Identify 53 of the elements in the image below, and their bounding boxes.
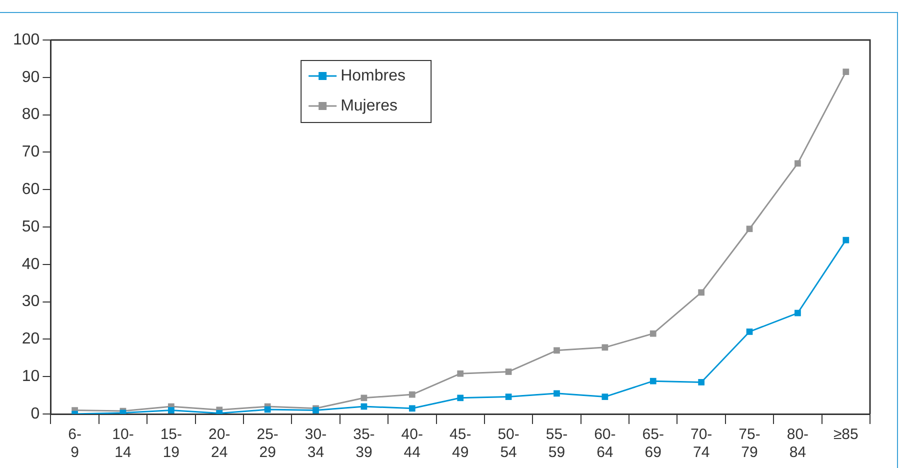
point (264, 406, 271, 413)
point (505, 368, 512, 375)
point (408, 391, 416, 398)
x-tick-label: 65-69 (642, 426, 664, 462)
x-tick-label: ≥85 (833, 426, 858, 444)
x-tick-label: 75-79 (738, 426, 760, 462)
point (360, 394, 368, 402)
point (168, 407, 174, 414)
point (698, 289, 704, 296)
point (505, 394, 512, 400)
point (408, 405, 416, 412)
point (746, 328, 753, 335)
x-tick-label: 15-19 (160, 426, 182, 462)
point (842, 236, 850, 244)
x-tick-label: 20-24 (208, 426, 230, 462)
point (554, 347, 560, 354)
y-tick-label: 80 (22, 106, 40, 124)
y-tick-label: 30 (22, 293, 40, 310)
x-tick-label: 55-59 (546, 426, 568, 462)
point (457, 394, 464, 402)
point (602, 344, 608, 351)
y-tick-label: 40 (22, 256, 40, 273)
y-tick-label: 0 (30, 405, 40, 422)
x-tick-label: 30-34 (304, 426, 327, 462)
x-tick-label: 35-39 (353, 426, 375, 462)
x-tick-label: 50-54 (498, 426, 520, 462)
point (698, 379, 704, 386)
point (794, 310, 801, 316)
y-tick-label: 90 (22, 68, 40, 86)
y-tick-label: 20 (22, 330, 40, 348)
point (602, 394, 608, 400)
y-tick-label: 70 (22, 144, 40, 161)
x-tick-label: 80-84 (786, 426, 809, 462)
y-tick-label: 60 (22, 181, 40, 198)
x-tick-label: 25-29 (256, 426, 278, 462)
point (746, 226, 753, 232)
y-tick-label: 10 (22, 368, 40, 386)
legend-label: Mujeres (340, 97, 398, 114)
point (650, 330, 656, 337)
point (842, 68, 850, 75)
y-tick-label: 100 (12, 31, 40, 48)
x-tick-label: 45-49 (450, 426, 472, 462)
x-tick-label: 60-64 (594, 426, 616, 462)
x-tick-label: 6-9 (68, 426, 82, 462)
point (650, 378, 656, 384)
point (554, 390, 560, 397)
x-tick-label: 40-44 (401, 426, 423, 462)
x-tick-label: 70-74 (690, 426, 712, 462)
point (794, 160, 801, 167)
x-tick-label: 10-14 (112, 426, 134, 462)
legend-label: Hombres (340, 67, 406, 84)
y-tick-label: 50 (22, 218, 40, 236)
point (457, 370, 464, 377)
